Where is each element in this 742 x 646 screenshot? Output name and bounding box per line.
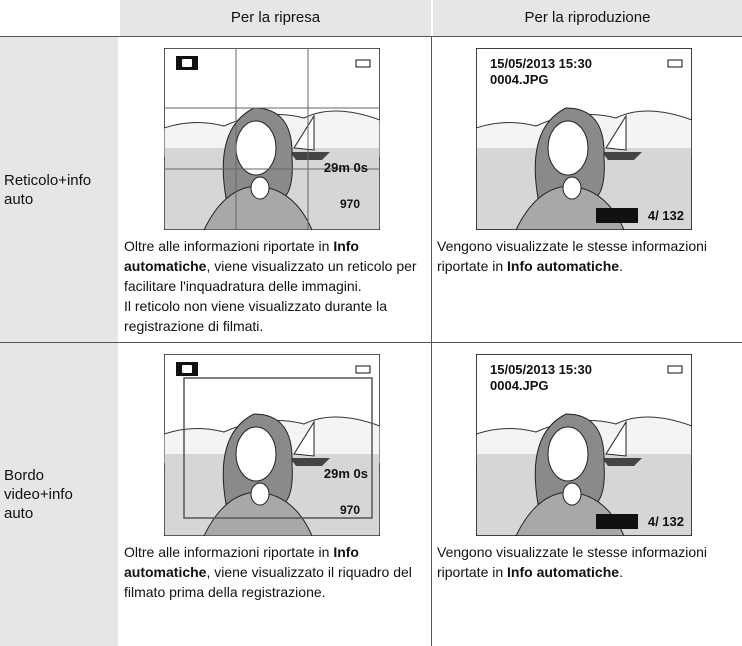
ok-icon [596, 208, 638, 223]
row-label: Bordo video+info auto [0, 343, 118, 646]
face [235, 120, 277, 176]
battery-icon [667, 59, 683, 68]
sail [293, 420, 315, 457]
time-remaining: 29m 0s [324, 466, 368, 481]
camera-screen: 29m 0s 970 [164, 354, 380, 536]
movie-frame [183, 377, 373, 519]
text: Il reticolo non viene visualizzato duran… [124, 298, 388, 334]
date-time: 15/05/2013 15:30 [490, 56, 592, 71]
paragraph: Oltre alle informazioni riportate in Inf… [124, 542, 430, 602]
text: . [619, 258, 623, 274]
paragraph: Il reticolo non viene visualizzato duran… [124, 296, 430, 336]
rule [0, 36, 742, 37]
sail [605, 420, 627, 457]
sail [605, 114, 627, 151]
file-name: 0004.JPG [490, 72, 549, 87]
paragraph: Vengono visualizzate le stesse informazi… [437, 542, 737, 582]
camera-screen: 29m 0s 970 [164, 48, 380, 230]
frame-number: 4/ 132 [648, 208, 684, 223]
rule [431, 36, 432, 646]
bold-text: Info automatiche [124, 544, 359, 580]
battery-icon [355, 365, 371, 374]
rule [0, 342, 742, 343]
text: . [619, 564, 623, 580]
camera-glyph [182, 365, 192, 373]
column-header: Per la ripresa [120, 0, 431, 36]
ok-icon [596, 514, 638, 529]
hand [562, 482, 582, 506]
text: Vengono visualizzate le stesse informazi… [437, 238, 708, 274]
face [547, 426, 589, 482]
description: Vengono visualizzate le stesse informazi… [437, 236, 737, 276]
battery-icon [355, 59, 371, 68]
column-header: Per la riproduzione [433, 0, 742, 36]
text: , viene visualizzato un reticolo per fac… [124, 258, 417, 294]
text: Vengono visualizzate le stesse informazi… [437, 544, 708, 580]
frame-number: 4/ 132 [648, 514, 684, 529]
bold-text: Info automatiche [507, 258, 620, 274]
hull [290, 458, 330, 466]
bold-text: Info automatiche [507, 564, 620, 580]
date-time: 15/05/2013 15:30 [490, 362, 592, 377]
sail [293, 114, 315, 151]
text: Oltre alle informazioni riportate in [124, 238, 334, 254]
exposure-count: 970 [340, 503, 360, 517]
face [235, 426, 277, 482]
row-label-text: Reticolo+info auto [4, 171, 92, 208]
hull [602, 152, 642, 160]
hand [562, 176, 582, 200]
description: Oltre alle informazioni riportate in Inf… [124, 542, 430, 602]
text: Oltre alle informazioni riportate in [124, 544, 334, 560]
paragraph: Vengono visualizzate le stesse informazi… [437, 236, 737, 276]
hand [250, 482, 270, 506]
time-remaining: 29m 0s [324, 160, 368, 175]
text: , viene visualizzato il riquadro del fil… [124, 564, 412, 600]
exposure-count: 970 [340, 197, 360, 211]
description: Vengono visualizzate le stesse informazi… [437, 542, 737, 582]
bold-text: Info automatiche [124, 238, 359, 274]
row-label: Reticolo+info auto [0, 37, 118, 342]
description: Oltre alle informazioni riportate in Inf… [124, 236, 430, 336]
battery-icon [667, 365, 683, 374]
row-label-text: Bordo video+info auto [4, 467, 73, 522]
hull [290, 152, 330, 160]
camera-glyph [182, 59, 192, 67]
face [547, 120, 589, 176]
paragraph: Oltre alle informazioni riportate in Inf… [124, 236, 430, 296]
file-name: 0004.JPG [490, 378, 549, 393]
hand [250, 176, 270, 200]
hull [602, 458, 642, 466]
